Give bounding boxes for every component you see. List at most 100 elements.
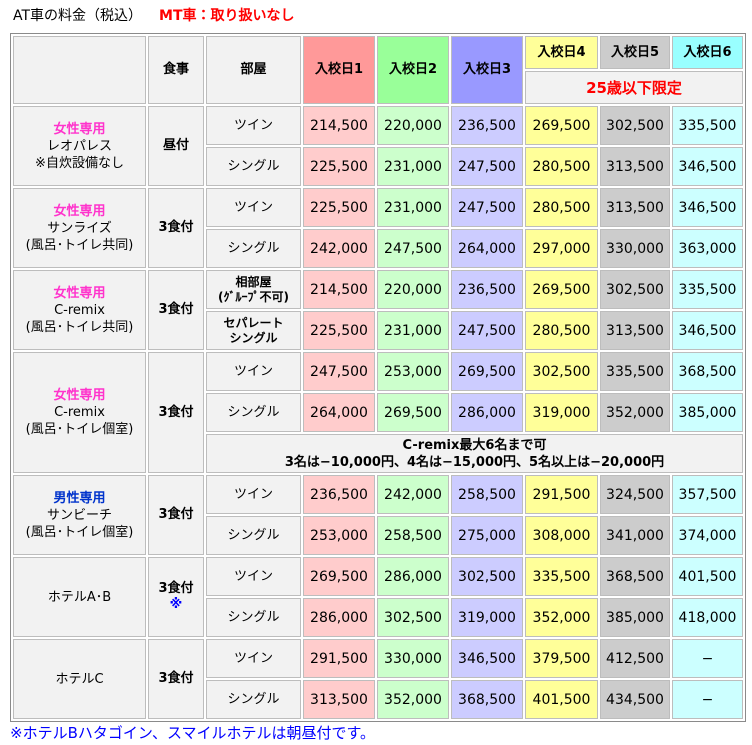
accommodation-remark: (風呂･トイレ個室) (25, 524, 134, 540)
meal-cell: 昼付 (148, 106, 204, 186)
gender-tag: 女性専用 (53, 203, 106, 219)
price-cell: 236,500 (451, 270, 523, 309)
table-header: 食事 部屋 入校日1 入校日2 入校日3 入校日4 入校日5 入校日6 25歳以… (13, 36, 743, 104)
room-type-cell: セパレート シングル (206, 311, 301, 350)
mt-notice: MT車：取り扱いなし (159, 8, 295, 24)
header-row: 25歳以下限定 (13, 71, 743, 104)
accommodation-cell: 男性専用 サンビーチ (風呂･トイレ個室) (13, 475, 146, 555)
room-type-cell: ツイン (206, 475, 301, 514)
gender-tag: 女性専用 (53, 285, 106, 301)
meal-label: 3食付 (158, 220, 194, 235)
price-cell: 214,500 (303, 270, 375, 309)
price-cell: 385,000 (672, 393, 743, 432)
accommodation-remark: (風呂･トイレ個室) (25, 422, 134, 437)
price-cell: 286,000 (451, 393, 523, 432)
price-cell: 346,500 (672, 147, 743, 186)
price-cell: 220,000 (377, 270, 449, 309)
room-type-label: シングル (227, 158, 280, 174)
accommodation-name: C-remix (54, 405, 105, 420)
price-cell: 291,500 (303, 639, 375, 678)
price-cell: 401,500 (672, 557, 743, 596)
price-cell: 313,500 (600, 188, 670, 227)
room-type-cell: ツイン (206, 557, 301, 596)
room-type-cell: ツイン (206, 639, 301, 678)
price-cell: 275,000 (451, 516, 523, 555)
header-room: 部屋 (206, 36, 301, 104)
price-cell: 319,000 (525, 393, 598, 432)
price-cell: 269,500 (377, 393, 449, 432)
accommodation-name: レオパレス (46, 138, 112, 154)
room-type-cell: ツイン (206, 106, 301, 145)
meal-label: 3食付 (158, 404, 194, 420)
room-type-cell: シングル (206, 229, 301, 268)
price-cell: 258,500 (377, 516, 449, 555)
room-type-cell: シングル (206, 147, 301, 186)
meal-cell: 3食付 (148, 270, 204, 350)
price-cell: 302,500 (525, 352, 598, 391)
table-row: シングル 253,000 258,500 275,000 308,000 341,000 3… (13, 516, 743, 555)
accommodation-cell: 女性専用 C-remix (風呂･トイレ個室) (13, 352, 146, 473)
price-cell: 247,500 (451, 311, 523, 350)
price-cell: 247,500 (451, 188, 523, 227)
price-cell: 401,500 (525, 680, 598, 719)
meal-label: 3食付 (158, 507, 194, 522)
price-cell: 225,500 (303, 188, 375, 227)
age-limit-label: 25歳以下限定 (525, 71, 743, 104)
price-cell: 291,500 (525, 475, 598, 514)
meal-cell: 3食付 (148, 188, 204, 268)
price-cell: 280,500 (525, 188, 598, 227)
page-header: AT車の料金（税込） MT車：取り扱いなし (13, 6, 295, 26)
room-type-cell: ツイン (206, 352, 301, 391)
room-type-cell: シングル (206, 598, 301, 637)
header-date-5: 入校日5 (600, 36, 670, 69)
gender-tag: 女性専用 (53, 388, 106, 403)
table-row: ホテルA･B 3食付 ※ ツイン 269,500 286,000 302,500 335,50… (13, 557, 743, 637)
table-row: ホテルC 3食付 ツイン 291,500 330,000 346,500 379,500 41… (13, 639, 743, 719)
room-type-cell: ツイン (206, 188, 301, 227)
gender-tag: 女性専用 (53, 121, 106, 137)
price-cell: 341,000 (600, 516, 670, 555)
price-cell: 313,500 (600, 311, 670, 350)
room-type-label: ツイン (233, 650, 273, 666)
price-cell: 335,500 (672, 106, 743, 145)
room-type-label: シングル (227, 691, 280, 707)
header-date-1: 入校日1 (303, 36, 375, 104)
price-cell: 297,000 (525, 229, 598, 268)
header-row: 食事 部屋 入校日1 入校日2 入校日3 入校日4 入校日5 入校日6 (13, 36, 743, 104)
accommodation-name: ホテルA･B (47, 589, 112, 605)
room-type-label: ツイン (233, 363, 273, 379)
price-cell: 280,500 (525, 147, 598, 186)
table-row: シングル 242,000 247,500 264,000 297,000 330,000 3… (13, 229, 743, 268)
room-type-label: (ｸﾞﾙｰﾌﾟ不可) (218, 289, 289, 304)
room-type-label: シングル (227, 527, 280, 543)
price-cell: 324,500 (600, 475, 670, 514)
price-cell: 236,500 (451, 106, 523, 145)
room-type-label: シングル (227, 240, 280, 256)
price-cell: 302,500 (451, 557, 523, 596)
price-cell: 313,500 (303, 680, 375, 719)
table-row: 男性専用 サンビーチ (風呂･トイレ個室) 3食付 ツイン 236,500 242,000 2… (13, 475, 743, 555)
room-type-label: 相部屋 (235, 274, 272, 289)
table-row: シングル 225,500 231,000 247,500 280,500 313,500 3… (13, 147, 743, 186)
price-cell: 374,000 (672, 516, 743, 555)
header-date-6: 入校日6 (672, 36, 743, 69)
header-meal: 食事 (148, 36, 204, 104)
price-cell: 253,000 (377, 352, 449, 391)
price-cell: 368,500 (451, 680, 523, 719)
room-type-label: シングル (229, 330, 278, 345)
price-cell: 220,000 (377, 106, 449, 145)
accommodation-cell: 女性専用 レオパレス ※自炊設備なし (13, 106, 146, 186)
price-cell: 264,000 (303, 393, 375, 432)
price-cell: 335,500 (525, 557, 598, 596)
price-table: 食事 部屋 入校日1 入校日2 入校日3 入校日4 入校日5 入校日6 25歳以… (10, 33, 746, 722)
price-cell: 225,500 (303, 311, 375, 350)
table-row: C-remix最大6名まで可 3名は−10,000円、4名は−15,000円、5名… (13, 434, 743, 473)
price-cell: 247,500 (451, 147, 523, 186)
price-cell: 247,500 (303, 352, 375, 391)
meal-label: 3食付 (158, 581, 194, 596)
header-corner-cell (13, 36, 146, 104)
price-cell: 346,500 (672, 188, 743, 227)
accommodation-name: サンライズ (47, 220, 112, 236)
room-type-cell: シングル (206, 393, 301, 432)
room-type-cell: シングル (206, 516, 301, 555)
